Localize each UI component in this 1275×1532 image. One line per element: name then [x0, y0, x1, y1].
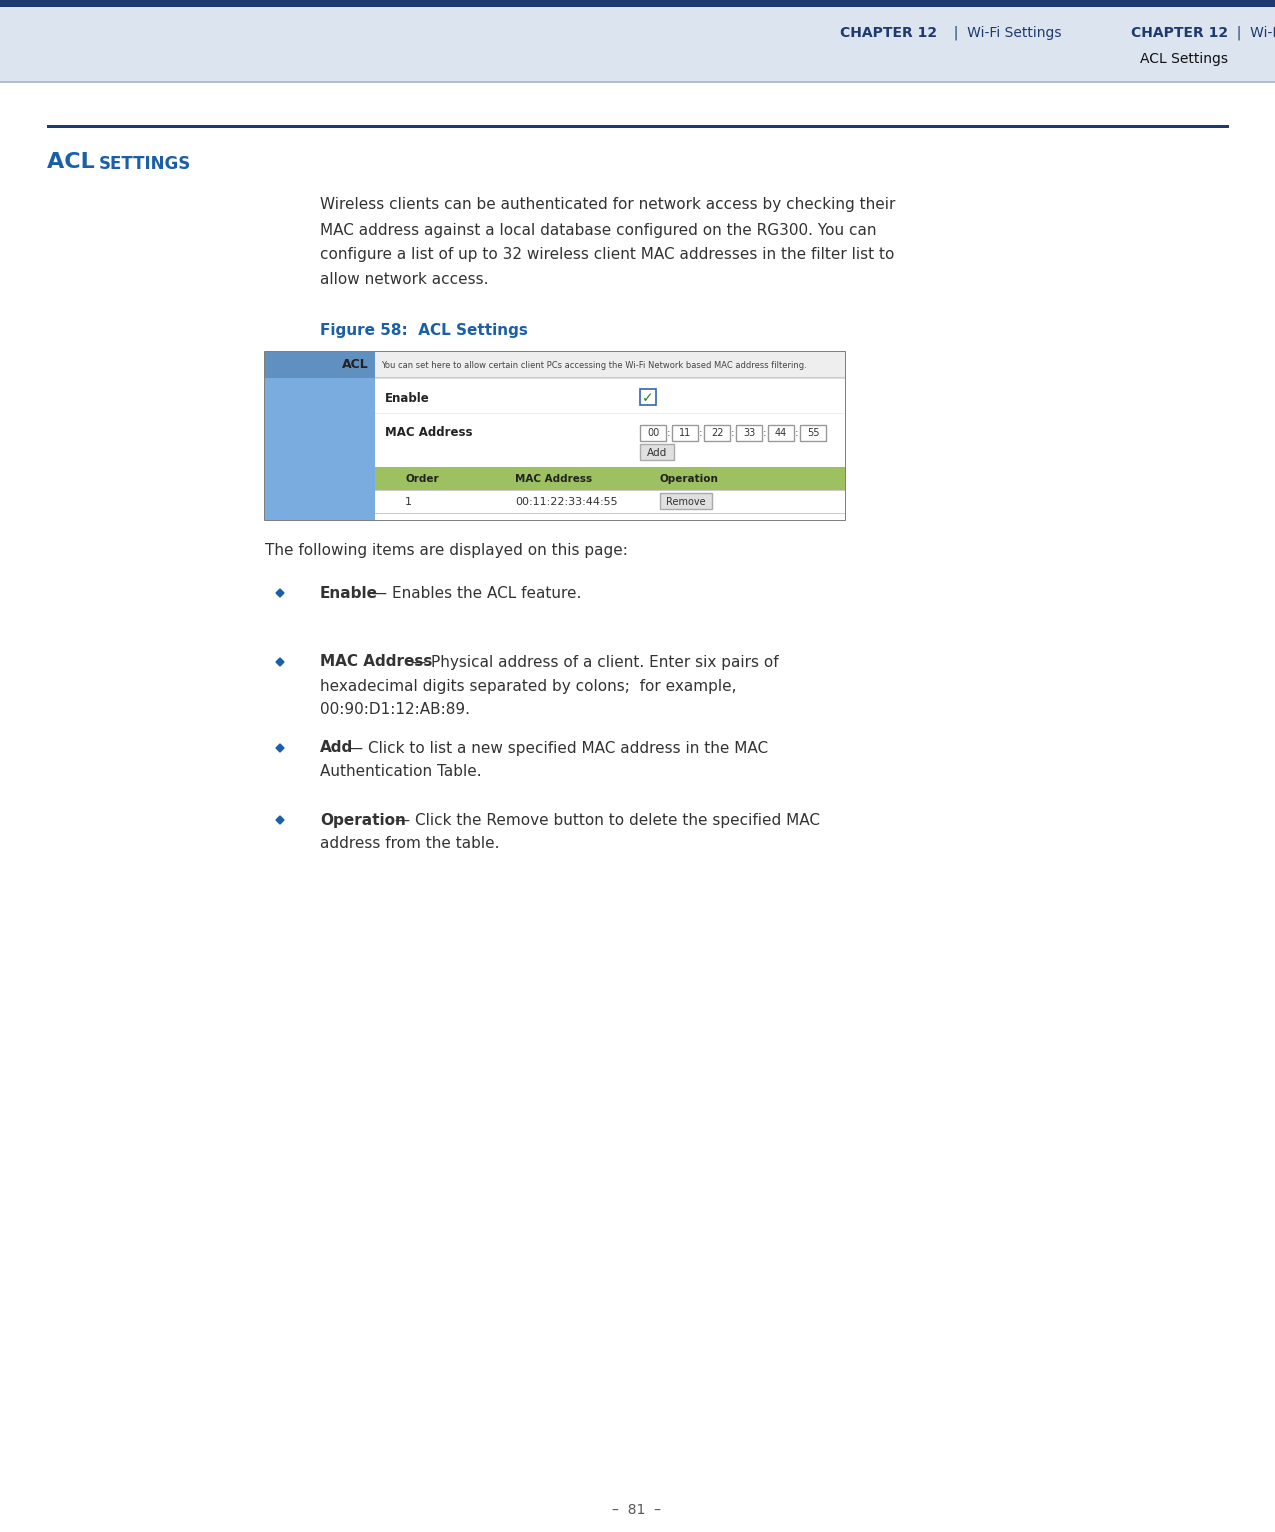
Text: ACL: ACL	[47, 152, 102, 172]
Text: –  81  –: – 81 –	[612, 1503, 662, 1517]
Text: — Click to list a new specified MAC address in the MAC: — Click to list a new specified MAC addr…	[343, 740, 769, 755]
Text: :: :	[731, 427, 734, 438]
Text: Operation: Operation	[660, 473, 719, 484]
Bar	[375, 352, 845, 378]
Text: ACL Settings: ACL Settings	[1140, 52, 1228, 66]
Bar	[736, 424, 762, 441]
Text: |  Wi-Fi Settings: | Wi-Fi Settings	[945, 26, 1062, 40]
Text: 44: 44	[775, 427, 787, 438]
Bar	[704, 424, 731, 441]
Text: Operation: Operation	[320, 812, 405, 827]
Text: 00:90:D1:12:AB:89.: 00:90:D1:12:AB:89.	[320, 703, 470, 717]
Text: 00:11:22:33:44:55: 00:11:22:33:44:55	[515, 496, 617, 507]
Text: MAC address against a local database configured on the RG300. You can: MAC address against a local database con…	[320, 222, 876, 237]
Text: Wireless clients can be authenticated for network access by checking their: Wireless clients can be authenticated fo…	[320, 198, 895, 213]
Text: ACL: ACL	[342, 358, 368, 371]
Bar	[47, 126, 1229, 129]
Bar	[375, 378, 845, 519]
Polygon shape	[275, 745, 284, 752]
Bar	[265, 352, 375, 378]
Polygon shape	[275, 588, 284, 597]
Text: — Physical address of a client. Enter six pairs of: — Physical address of a client. Enter si…	[405, 654, 779, 669]
Bar	[799, 424, 826, 441]
Bar	[640, 444, 674, 460]
Text: MAC Address: MAC Address	[515, 473, 592, 484]
Text: Enable: Enable	[320, 585, 377, 601]
Bar	[265, 352, 375, 519]
Text: 22: 22	[710, 427, 723, 438]
Text: allow network access.: allow network access.	[320, 273, 488, 288]
Text: :: :	[667, 427, 671, 438]
Bar	[265, 352, 845, 519]
Text: Authentication Table.: Authentication Table.	[320, 764, 482, 780]
Text: — Click the Remove button to delete the specified MAC: — Click the Remove button to delete the …	[390, 812, 820, 827]
Text: 11: 11	[678, 427, 691, 438]
Bar	[0, 8, 1275, 83]
Text: Add: Add	[646, 447, 667, 458]
Text: :: :	[796, 427, 799, 438]
Text: You can set here to allow certain client PCs accessing the Wi-Fi Network based M: You can set here to allow certain client…	[381, 360, 807, 369]
Text: SETTINGS: SETTINGS	[99, 155, 191, 173]
Bar	[640, 389, 657, 404]
Text: MAC Address: MAC Address	[385, 426, 473, 440]
Text: |  Wi-Fi Settings: | Wi-Fi Settings	[1228, 26, 1275, 40]
Bar	[640, 424, 666, 441]
Text: 1: 1	[405, 496, 412, 507]
Text: Figure 58:  ACL Settings: Figure 58: ACL Settings	[320, 323, 528, 337]
Bar	[672, 424, 697, 441]
Text: CHAPTER 12: CHAPTER 12	[840, 26, 937, 40]
Text: :: :	[764, 427, 766, 438]
Bar	[0, 0, 1275, 8]
Polygon shape	[275, 659, 284, 666]
Text: Enable: Enable	[385, 392, 430, 404]
Text: The following items are displayed on this page:: The following items are displayed on thi…	[265, 542, 627, 558]
Bar	[375, 467, 845, 490]
Bar	[0, 81, 1275, 83]
Text: ✓: ✓	[643, 391, 654, 404]
Text: 00: 00	[646, 427, 659, 438]
Polygon shape	[275, 817, 284, 824]
Text: — Enables the ACL feature.: — Enables the ACL feature.	[367, 585, 581, 601]
Text: hexadecimal digits separated by colons;  for example,: hexadecimal digits separated by colons; …	[320, 679, 737, 694]
Bar	[768, 424, 794, 441]
Text: Remove: Remove	[666, 496, 706, 507]
Text: MAC Address: MAC Address	[320, 654, 432, 669]
Text: 55: 55	[807, 427, 820, 438]
Text: Add: Add	[320, 740, 353, 755]
Bar	[375, 490, 845, 513]
Text: :: :	[699, 427, 703, 438]
Text: address from the table.: address from the table.	[320, 836, 500, 852]
Text: 33: 33	[743, 427, 755, 438]
Text: configure a list of up to 32 wireless client MAC addresses in the filter list to: configure a list of up to 32 wireless cl…	[320, 248, 894, 262]
Text: CHAPTER 12: CHAPTER 12	[1131, 26, 1228, 40]
Text: Order: Order	[405, 473, 439, 484]
Bar	[660, 493, 711, 509]
